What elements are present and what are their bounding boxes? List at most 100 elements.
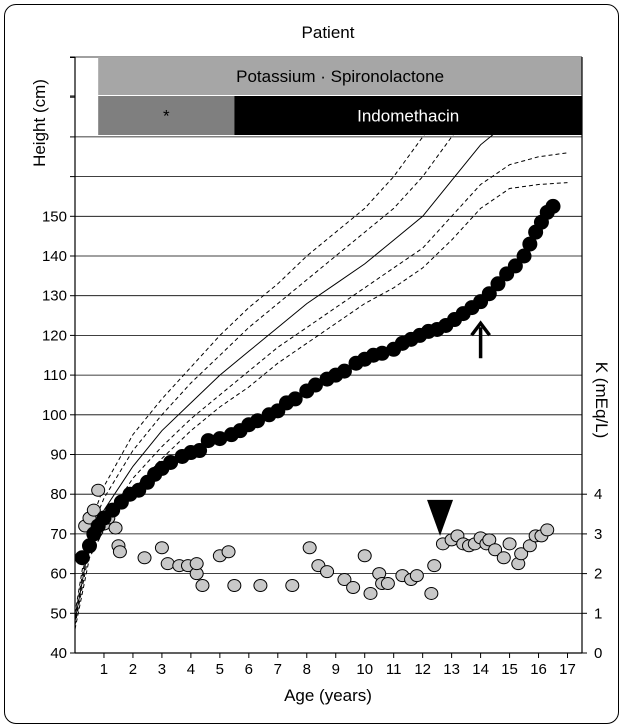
x-tick-label: 17	[559, 661, 576, 678]
x-tick-label: 4	[187, 661, 195, 678]
x-tick-label: 7	[274, 661, 282, 678]
x-tick-label: 1	[100, 661, 108, 678]
x-tick-label: 8	[303, 661, 311, 678]
x-tick-label: 11	[386, 661, 402, 678]
treatment-bar	[98, 57, 583, 95]
y-left-tick-label: 130	[42, 288, 67, 305]
chart-title: Patient	[302, 23, 355, 42]
treatment-bar	[234, 96, 583, 135]
potassium-point	[91, 483, 106, 497]
height-point	[522, 236, 538, 252]
potassium-point	[189, 557, 204, 571]
growth-curve-lower-inner	[75, 152, 568, 626]
potassium-point	[302, 541, 317, 555]
height-point	[81, 538, 97, 554]
y-left-tick-label: 120	[42, 327, 67, 344]
y-left-tick-label: 80	[50, 486, 67, 503]
potassium-point	[540, 523, 555, 537]
potassium-point	[137, 551, 152, 565]
potassium-point	[357, 549, 372, 563]
x-tick-label: 14	[472, 661, 489, 678]
potassium-point	[522, 539, 537, 553]
growth-curve-upper-outer	[75, 134, 426, 614]
treatment-label: Indomethacin	[357, 107, 459, 126]
height-point	[336, 363, 352, 379]
x-tick-label: 16	[530, 661, 547, 678]
y-left-tick-label: 100	[42, 407, 67, 424]
x-tick-label: 13	[443, 661, 460, 678]
growth-curve-upper-inner	[75, 134, 455, 618]
height-point	[250, 413, 266, 429]
potassium-point	[424, 586, 439, 600]
y-right-tick-label: 3	[594, 526, 602, 543]
arrow-up-icon-head	[470, 320, 491, 337]
potassium-point	[380, 577, 395, 591]
treatment-label: Potassium · Spironolactone	[236, 67, 444, 86]
grid-layer	[75, 56, 582, 654]
x-tick-label: 15	[501, 661, 518, 678]
x-tick-label: 2	[129, 661, 137, 678]
potassium-point	[285, 579, 300, 593]
growth-curves	[75, 134, 568, 630]
x-tick-label: 10	[356, 661, 373, 678]
y-right-tick-label: 4	[594, 486, 602, 503]
x-tick-label: 12	[414, 661, 431, 678]
height-point	[481, 286, 497, 302]
height-point	[307, 377, 323, 393]
potassium-point	[502, 537, 517, 551]
potassium-point	[221, 545, 236, 559]
height-point	[287, 391, 303, 407]
potassium-point	[427, 559, 442, 573]
y-left-tick-label: 150	[42, 208, 67, 225]
height-point	[374, 345, 390, 361]
potassium-point	[108, 521, 123, 535]
potassium-point	[154, 541, 169, 555]
y-right-tick-label: 2	[594, 566, 602, 583]
y-left-tick-label: 140	[42, 248, 67, 265]
height-point	[163, 454, 179, 470]
treatment-bars: Potassium · Spironolactone * Indomethacin	[98, 57, 583, 135]
growth-curve-median	[75, 134, 495, 622]
x-axis-label: Age (years)	[284, 686, 372, 705]
y-left-tick-label: 40	[50, 645, 67, 662]
treatment-bar	[98, 96, 235, 135]
y-left-tick-label: 110	[43, 367, 67, 384]
potassium-point	[160, 557, 175, 571]
potassium-point	[488, 543, 503, 557]
x-tick-label: 3	[158, 661, 166, 678]
y-left-tick-label: 60	[50, 566, 67, 583]
height-point	[507, 258, 523, 274]
growth-curve-lower-outer	[75, 182, 568, 630]
y-left-tick-label: 90	[50, 447, 67, 464]
potassium-point	[363, 586, 378, 600]
height-point	[212, 431, 228, 447]
potassium-point	[496, 551, 511, 565]
y-left-tick-label: 70	[50, 526, 67, 543]
potassium-point	[482, 533, 497, 547]
potassium-point	[195, 579, 210, 593]
height-point	[490, 276, 506, 292]
height-point	[545, 198, 561, 214]
triangle-down-icon	[427, 499, 454, 536]
growth-chart: Potassium · Spironolactone* Indomethacin …	[30, 23, 611, 705]
x-tick-label: 6	[245, 661, 253, 678]
y-right-tick-label: 1	[594, 605, 602, 622]
y-left-tick-label: 50	[50, 605, 67, 622]
height-point	[74, 550, 90, 566]
potassium-point	[227, 579, 242, 593]
potassium-point	[346, 580, 361, 594]
potassium-point	[409, 569, 424, 583]
height-point	[200, 433, 216, 449]
annotations	[427, 320, 491, 536]
x-tick-label: 5	[216, 661, 224, 678]
potassium-point	[253, 579, 268, 593]
treatment-label: *	[163, 107, 170, 126]
height-point	[192, 443, 208, 459]
potassium-point	[337, 573, 352, 587]
potassium-point	[320, 565, 335, 579]
y-right-tick-label: 0	[594, 645, 602, 662]
potassium-point	[112, 545, 127, 559]
data-points	[74, 198, 561, 600]
y-axis-left-label: Height (cm)	[30, 79, 49, 167]
